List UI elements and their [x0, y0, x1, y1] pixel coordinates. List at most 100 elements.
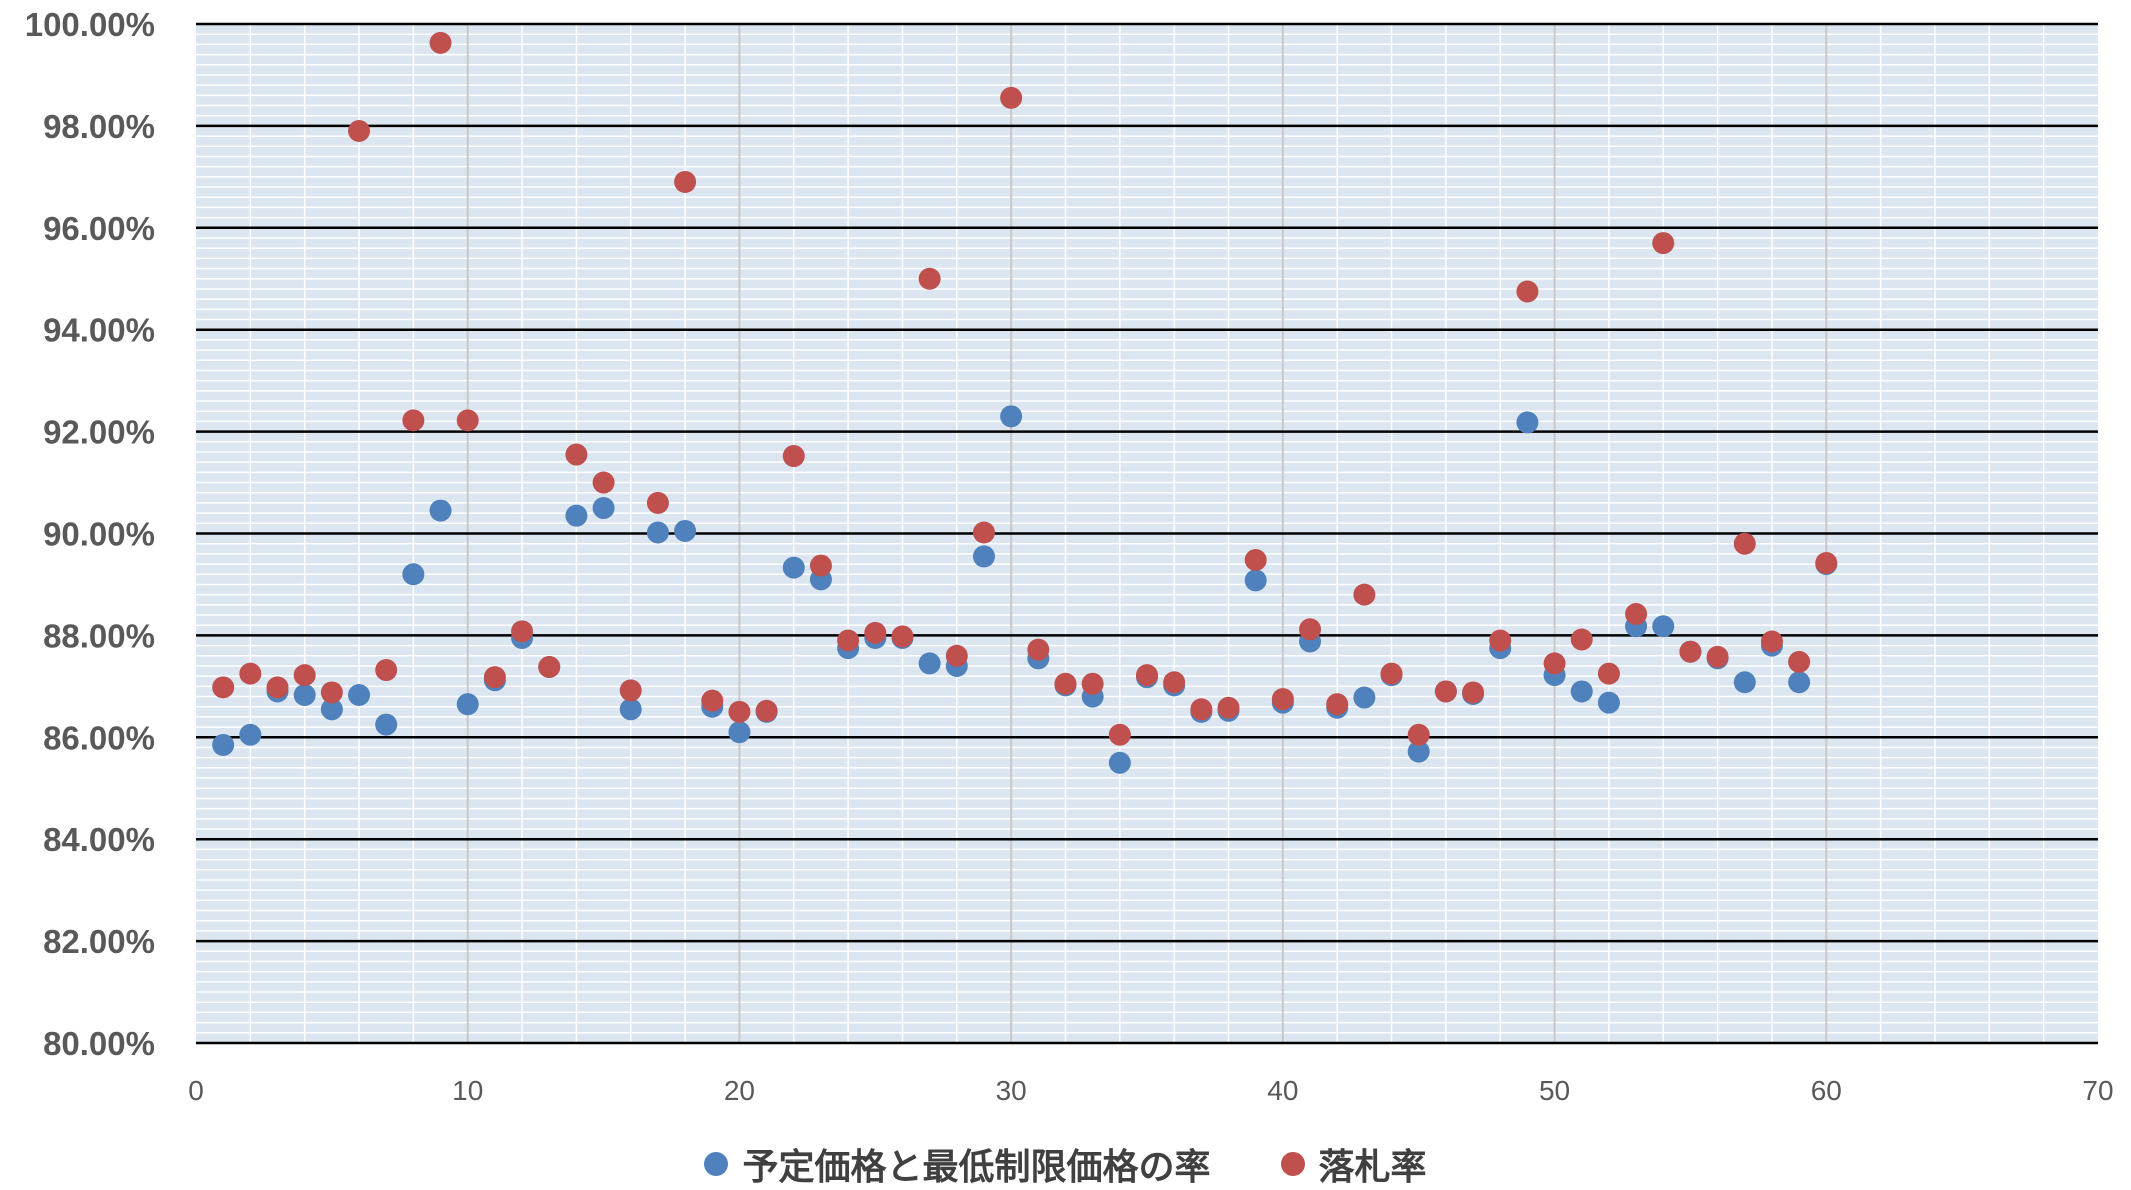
series-2-point	[375, 659, 398, 682]
series-2-point	[212, 676, 235, 699]
series-2-point	[239, 662, 262, 685]
series-2-point	[945, 644, 968, 667]
series-1-point	[1733, 671, 1756, 694]
series-2-point	[348, 119, 371, 142]
series-2-point	[1679, 640, 1702, 663]
series-2-point	[1570, 628, 1593, 651]
data-points	[212, 31, 1838, 774]
series-2-point	[1326, 693, 1349, 716]
series-2-point	[674, 170, 697, 193]
series-2-point	[1000, 86, 1023, 109]
y-tick-label: 84.00%	[43, 821, 155, 858]
series-2-point	[918, 267, 941, 290]
series-2-point	[809, 554, 832, 577]
series-1-point	[1407, 740, 1430, 763]
series-2-point	[1271, 688, 1294, 711]
x-tick-label: 0	[188, 1075, 204, 1106]
series-2-point	[293, 664, 316, 687]
series-1-point	[646, 521, 669, 544]
series-1-point	[320, 698, 343, 721]
y-tick-label: 92.00%	[43, 414, 155, 451]
series-2-points	[212, 31, 1838, 746]
series-2-point	[1760, 630, 1783, 653]
series-1-point	[1108, 751, 1131, 774]
series-2-point	[1108, 723, 1131, 746]
series-2-point	[1625, 603, 1648, 626]
legend-marker-series-2	[1280, 1152, 1305, 1176]
series-2-point	[1462, 681, 1485, 704]
series-2-point	[1815, 552, 1838, 575]
series-2-point	[1407, 723, 1430, 746]
series-2-point	[1434, 680, 1457, 703]
y-tick-label: 94.00%	[43, 312, 155, 349]
series-1-point	[728, 721, 751, 744]
series-1-point	[375, 713, 398, 736]
series-1-point	[1788, 671, 1811, 694]
series-2-point	[592, 471, 615, 494]
series-2-point	[891, 625, 914, 648]
series-2-point	[538, 655, 561, 678]
series-1-point	[1516, 411, 1539, 434]
series-2-point	[1190, 698, 1213, 721]
series-1-point	[1244, 569, 1267, 592]
series-2-point	[1380, 662, 1403, 685]
series-1-point	[619, 698, 642, 721]
x-axis-tick-labels: 0 10 20 30 40 50 60 70	[188, 1075, 2113, 1106]
series-2-point	[1489, 629, 1512, 652]
series-1-point	[429, 499, 452, 522]
series-2-point	[565, 443, 588, 466]
series-2-point	[429, 31, 452, 54]
series-1-point	[456, 693, 479, 716]
series-2-point	[1244, 548, 1267, 571]
series-2-point	[782, 445, 805, 468]
x-tick-label: 20	[724, 1075, 755, 1106]
series-2-point	[483, 666, 506, 689]
y-tick-label: 82.00%	[43, 923, 155, 960]
y-major-gridlines	[196, 22, 2098, 1045]
series-1-point	[1652, 615, 1675, 638]
series-1-point	[348, 684, 371, 707]
series-2-point	[1163, 671, 1186, 694]
series-2-point	[755, 699, 778, 722]
series-2-point	[456, 409, 479, 432]
series-2-point	[266, 676, 289, 699]
series-1-point	[674, 519, 697, 542]
y-tick-label: 88.00%	[43, 617, 155, 654]
series-1-point	[782, 556, 805, 579]
legend-label-series-2: 落札率	[1318, 1147, 1427, 1188]
y-axis-tick-labels: 80.00% 82.00% 84.00% 86.00% 88.00% 90.00% 92.0…	[25, 6, 155, 1062]
series-2-point	[1516, 280, 1539, 303]
series-1-point	[918, 652, 941, 675]
series-2-point	[1353, 583, 1376, 606]
x-tick-label: 30	[996, 1075, 1027, 1106]
series-2-point	[972, 521, 995, 544]
series-2-point	[646, 491, 669, 514]
y-tick-label: 86.00%	[43, 719, 155, 756]
series-1-point	[1597, 691, 1620, 714]
x-tick-label: 40	[1267, 1075, 1298, 1106]
series-2-point	[1299, 618, 1322, 641]
series-2-point	[728, 700, 751, 723]
legend: 予定価格と最低制限価格の率 落札率	[0, 1138, 2131, 1190]
series-2-point	[864, 621, 887, 644]
series-1-point	[402, 563, 425, 586]
series-1-point	[565, 504, 588, 527]
series-2-point	[701, 689, 724, 712]
series-2-point	[1788, 650, 1811, 673]
y-tick-label: 80.00%	[43, 1025, 155, 1062]
legend-item-series-1: 予定価格と最低制限価格の率	[704, 1138, 1211, 1190]
series-2-point	[619, 679, 642, 702]
series-1-point	[293, 684, 316, 707]
series-2-point	[1543, 652, 1566, 675]
legend-item-series-2: 落札率	[1280, 1138, 1427, 1190]
series-1-point	[1000, 405, 1023, 428]
series-2-point	[1733, 532, 1756, 555]
legend-marker-series-1	[704, 1152, 729, 1176]
y-tick-label: 100.00%	[25, 6, 155, 43]
series-2-point	[1027, 638, 1050, 661]
legend-label-series-1: 予定価格と最低制限価格の率	[742, 1147, 1211, 1188]
series-2-point	[1706, 645, 1729, 668]
series-1-point	[212, 733, 235, 756]
x-tick-label: 70	[2082, 1075, 2113, 1106]
series-2-point	[402, 409, 425, 432]
